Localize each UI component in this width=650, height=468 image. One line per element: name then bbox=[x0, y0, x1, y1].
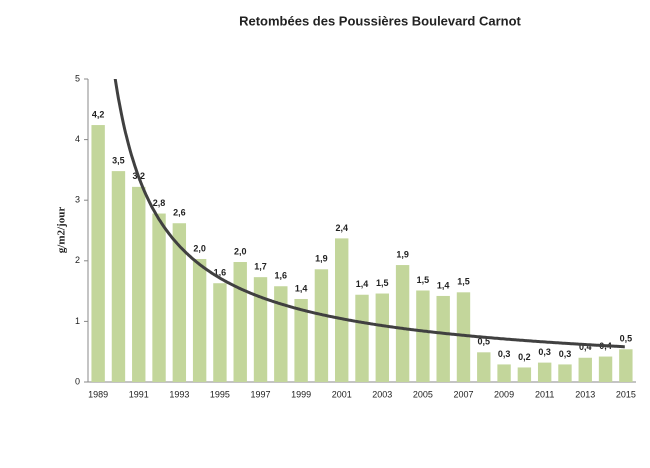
bar bbox=[111, 171, 126, 382]
bar bbox=[619, 349, 633, 382]
value-label: 2,6 bbox=[173, 208, 186, 218]
x-tick-label: 2003 bbox=[372, 389, 392, 399]
bar bbox=[91, 125, 105, 382]
bar bbox=[314, 269, 329, 382]
x-tick-label: 1991 bbox=[129, 389, 149, 399]
value-label: 0,5 bbox=[620, 334, 633, 344]
bar bbox=[578, 357, 592, 382]
y-tick-label: 3 bbox=[75, 195, 80, 205]
value-label: 1,5 bbox=[417, 275, 430, 285]
x-tick-label: 1997 bbox=[251, 389, 271, 399]
trendline bbox=[113, 79, 625, 349]
x-tick-label: 2015 bbox=[616, 389, 636, 399]
bar bbox=[294, 298, 308, 382]
bar bbox=[477, 352, 491, 382]
value-label: 0,4 bbox=[579, 342, 592, 352]
x-tick-label: 1999 bbox=[291, 389, 311, 399]
bar bbox=[598, 356, 613, 382]
value-label: 2,8 bbox=[153, 198, 166, 208]
value-label: 1,9 bbox=[315, 254, 328, 264]
value-label: 0,3 bbox=[559, 349, 572, 359]
bar bbox=[172, 223, 187, 382]
value-label: 2,0 bbox=[193, 243, 206, 253]
bar bbox=[233, 262, 247, 382]
value-label: 1,4 bbox=[356, 279, 369, 289]
value-label: 1,4 bbox=[437, 280, 450, 290]
y-axis-label: g/m2/jour bbox=[56, 207, 68, 254]
x-tick-label: 2013 bbox=[575, 389, 595, 399]
bar bbox=[436, 295, 450, 382]
x-tick-label: 1993 bbox=[169, 389, 189, 399]
chart-title: Retombées des Poussières Boulevard Carno… bbox=[239, 13, 521, 28]
bar bbox=[456, 292, 471, 382]
bar bbox=[558, 364, 572, 382]
x-tick-label: 2005 bbox=[413, 389, 433, 399]
bar bbox=[517, 367, 532, 382]
x-tick-label: 2001 bbox=[332, 389, 352, 399]
bar bbox=[497, 364, 511, 382]
bar bbox=[253, 277, 268, 382]
x-tick-label: 2009 bbox=[494, 389, 514, 399]
value-label: 1,6 bbox=[214, 268, 227, 278]
value-label: 0,2 bbox=[518, 352, 531, 362]
x-tick-label: 1995 bbox=[210, 389, 230, 399]
x-tick-label: 1989 bbox=[88, 389, 108, 399]
bar bbox=[213, 283, 227, 382]
value-label: 0,3 bbox=[498, 349, 511, 359]
bar bbox=[375, 293, 389, 382]
bar bbox=[274, 286, 288, 382]
y-tick-label: 2 bbox=[75, 255, 80, 265]
x-tick-label: 2011 bbox=[535, 389, 554, 399]
value-label: 1,5 bbox=[457, 277, 470, 287]
y-tick-label: 1 bbox=[75, 316, 80, 326]
bar bbox=[537, 362, 552, 382]
value-label: 0,3 bbox=[538, 347, 551, 357]
y-tick-label: 4 bbox=[75, 134, 80, 144]
value-label: 1,4 bbox=[295, 283, 308, 293]
bar bbox=[355, 294, 369, 382]
value-label: 2,0 bbox=[234, 246, 247, 256]
bar bbox=[335, 238, 349, 382]
value-label: 2,4 bbox=[335, 223, 348, 233]
y-tick-label: 0 bbox=[75, 376, 80, 386]
bar bbox=[192, 258, 207, 382]
x-tick-label: 2007 bbox=[453, 389, 473, 399]
value-label: 1,6 bbox=[275, 271, 288, 281]
value-label: 1,7 bbox=[254, 262, 267, 272]
value-label: 0,5 bbox=[478, 337, 491, 347]
bar bbox=[132, 186, 146, 382]
value-label: 1,9 bbox=[396, 249, 409, 259]
value-label: 3,5 bbox=[112, 155, 125, 165]
bar bbox=[395, 265, 410, 382]
value-label: 1,5 bbox=[376, 278, 389, 288]
bar bbox=[152, 213, 166, 382]
bar bbox=[416, 290, 430, 382]
value-label: 4,2 bbox=[92, 109, 105, 119]
y-tick-label: 5 bbox=[75, 73, 80, 83]
